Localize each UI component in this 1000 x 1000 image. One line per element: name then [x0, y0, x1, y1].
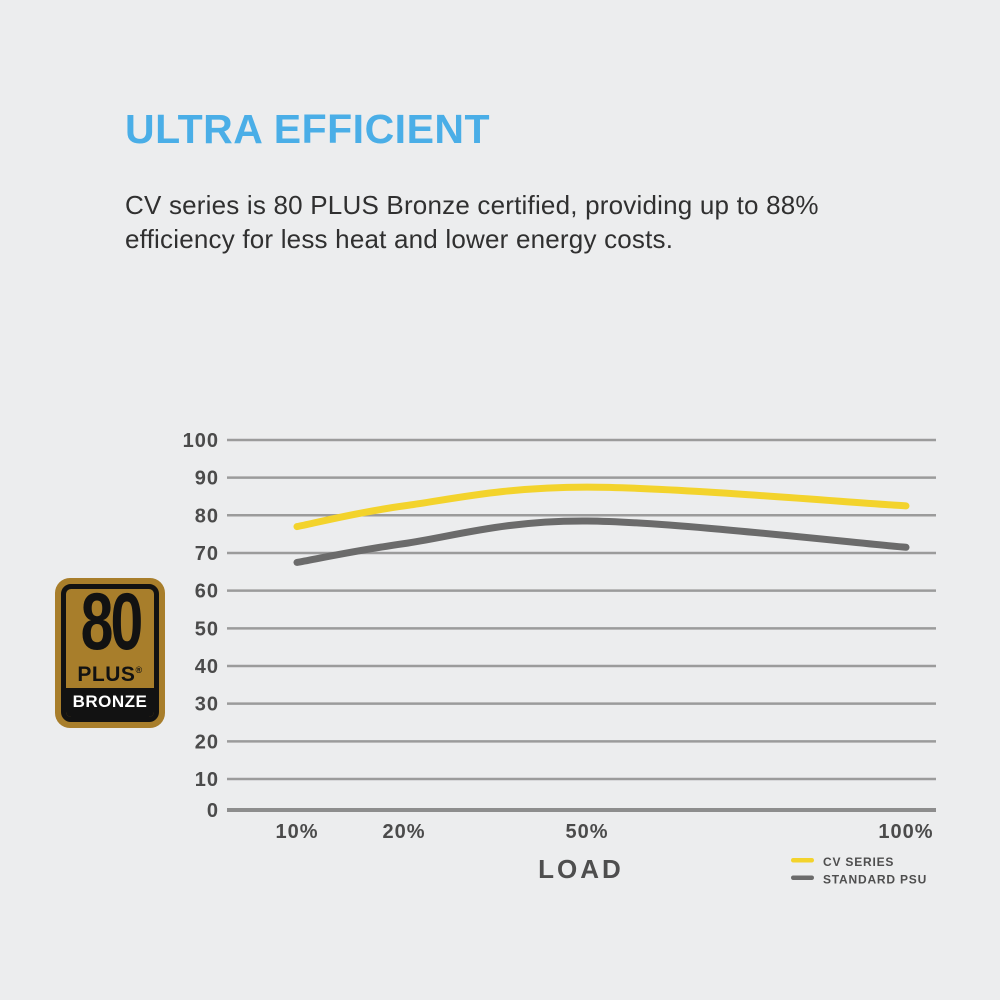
x-tick-label: 50% [565, 821, 608, 843]
y-tick-label: 10 [195, 769, 219, 791]
80plus-bronze-badge: 80 PLUS® BRONZE [55, 578, 165, 728]
y-tick-label: 40 [195, 656, 219, 678]
series-lines [293, 483, 910, 566]
y-tick-label: 90 [195, 468, 219, 490]
badge-plus-text: PLUS [77, 663, 136, 686]
x-tick-label: 10% [275, 821, 318, 843]
page-description: CV series is 80 PLUS Bronze certified, p… [125, 190, 819, 254]
badge-plus-label: PLUS® [77, 660, 142, 685]
line-cv-series [293, 483, 910, 531]
line-standard-psu [293, 517, 910, 566]
legend-label-standard-psu: STANDARD PSU [823, 873, 927, 887]
badge-tier-label: BRONZE [66, 688, 154, 717]
y-tick-label: 100 [183, 430, 219, 452]
badge-inner-panel: 80 PLUS® BRONZE [61, 584, 159, 722]
x-axis-tick-labels: 10% 20% 50% 100% [275, 821, 933, 843]
y-tick-label: 70 [195, 543, 219, 565]
legend-swatch-cv-series [791, 858, 814, 863]
badge-number: 80 [80, 584, 143, 668]
y-tick-label: 80 [195, 505, 219, 527]
y-axis-tick-labels: 0 10 20 30 40 50 60 70 80 90 100 [183, 430, 219, 822]
x-tick-label: 100% [878, 821, 933, 843]
y-tick-label: 0 [207, 800, 219, 822]
legend-label-cv-series: CV SERIES [823, 855, 894, 869]
x-tick-label: 20% [382, 821, 425, 843]
gridlines [227, 438, 936, 812]
x-axis-title: LOAD [538, 854, 624, 884]
y-tick-label: 20 [195, 731, 219, 753]
page-title: ULTRA EFFICIENT [125, 106, 491, 152]
y-tick-label: 50 [195, 618, 219, 640]
legend-swatch-standard-psu [791, 875, 814, 880]
y-tick-label: 30 [195, 694, 219, 716]
registered-mark: ® [135, 665, 143, 675]
chart-legend: CV SERIES STANDARD PSU [791, 855, 927, 887]
y-tick-label: 60 [195, 581, 219, 603]
